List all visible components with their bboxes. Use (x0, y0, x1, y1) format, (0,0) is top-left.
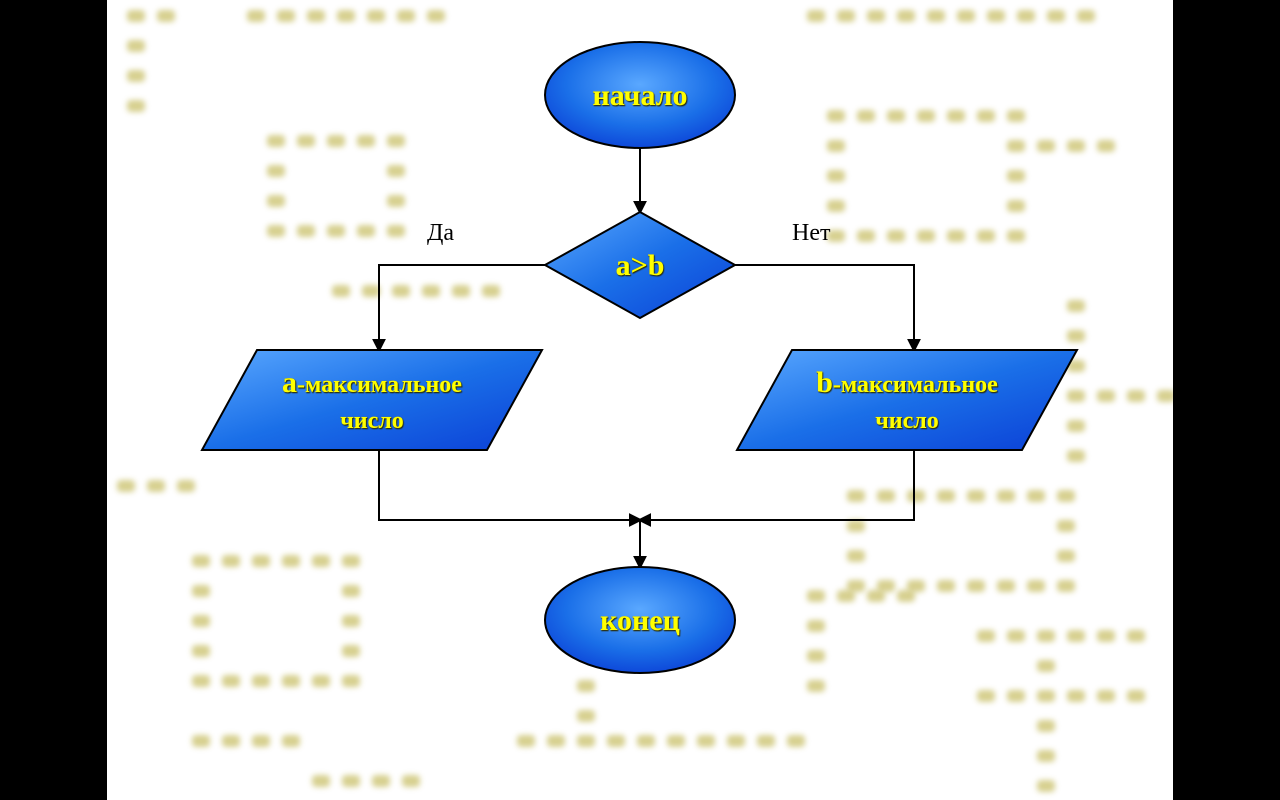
flowchart-svg: начало a>b a-максимальноечисло b-максимальн… (107, 0, 1173, 800)
edge (379, 450, 640, 520)
edge (379, 265, 545, 350)
node-label: a>b (616, 249, 665, 282)
node-start: начало (545, 42, 735, 148)
edge (735, 265, 914, 350)
presentation-stage: начало a>b a-максимальноечисло b-максимальн… (0, 0, 1280, 800)
node-label: конец (600, 604, 680, 637)
node-decision: a>b (545, 212, 735, 318)
nodes-group: начало a>b a-максимальноечисло b-максимальн… (202, 42, 1077, 673)
node-out_b: b-максимальноечисло (737, 350, 1077, 450)
node-label-line2: число (340, 408, 403, 434)
node-label-line2: число (875, 408, 938, 434)
branch-label: Да (427, 220, 454, 246)
node-label: начало (592, 79, 687, 112)
edge (640, 450, 914, 520)
branch-label: Нет (792, 220, 831, 246)
node-end: конец (545, 567, 735, 673)
slide: начало a>b a-максимальноечисло b-максимальн… (107, 0, 1173, 800)
node-out_a: a-максимальноечисло (202, 350, 542, 450)
